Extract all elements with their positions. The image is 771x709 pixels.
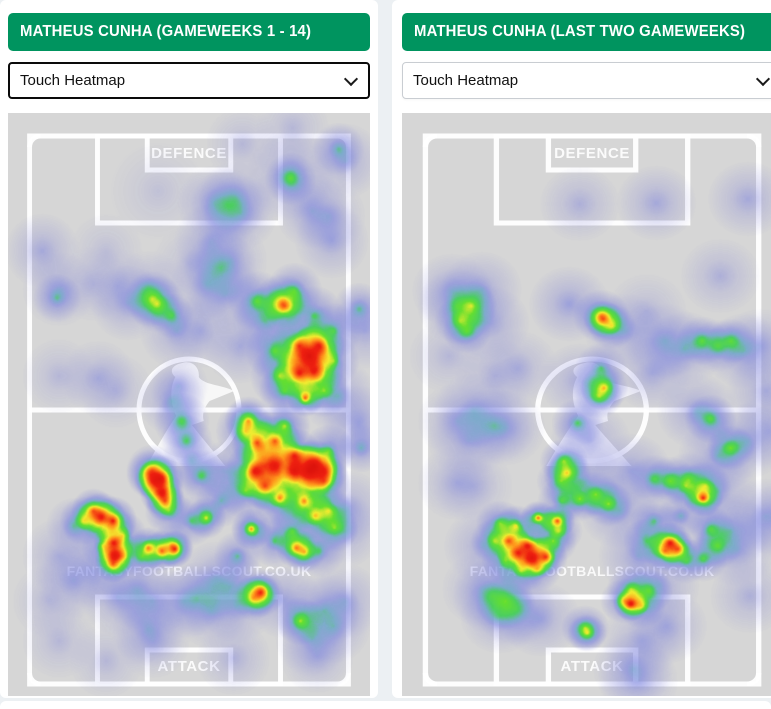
touch-heatmap-canvas bbox=[8, 113, 370, 696]
next-row-card-edge bbox=[0, 701, 771, 709]
touch-heatmap-canvas bbox=[402, 113, 771, 696]
panel-gameweeks-1-14: MATHEUS CUNHA (GAMEWEEKS 1 - 14) Touch H… bbox=[0, 0, 378, 698]
heatmap-type-select[interactable]: Touch Heatmap bbox=[8, 62, 370, 99]
heatmap-type-select[interactable]: Touch Heatmap bbox=[402, 62, 771, 99]
heatmap-type-dropdown-wrap: Touch Heatmap bbox=[8, 62, 370, 99]
panel-title-text: MATHEUS CUNHA (LAST TWO GAMEWEEKS) bbox=[414, 23, 746, 40]
panel-title: MATHEUS CUNHA (LAST TWO GAMEWEEKS) bbox=[402, 13, 771, 51]
panel-title: MATHEUS CUNHA (GAMEWEEKS 1 - 14) bbox=[8, 13, 370, 51]
touch-heatmap-pitch: DEFENCE FANTASYFOOTBALLSCOUT.CO.UK ATTAC… bbox=[8, 113, 370, 696]
heatmap-type-dropdown-wrap: Touch Heatmap bbox=[402, 62, 771, 99]
panel-title-text: MATHEUS CUNHA (GAMEWEEKS 1 - 14) bbox=[20, 23, 312, 40]
touch-heatmap-pitch: DEFENCE FANTASYFOOTBALLSCOUT.CO.UK ATTAC… bbox=[402, 113, 771, 696]
panel-last-two-gameweeks: MATHEUS CUNHA (LAST TWO GAMEWEEKS) Touch… bbox=[392, 0, 771, 698]
